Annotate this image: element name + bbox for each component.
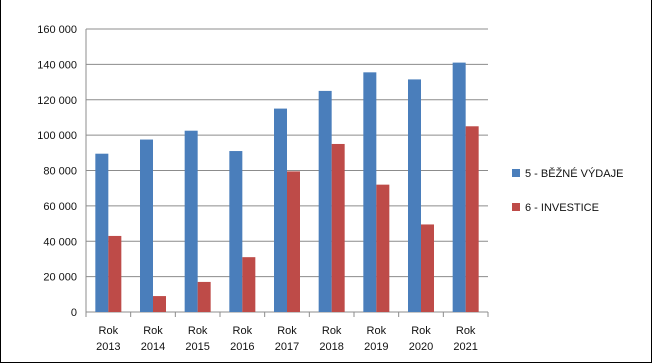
y-tick-label: 140 000 (37, 59, 77, 71)
legend-label-investice: 6 - INVESTICE (525, 202, 599, 214)
legend-swatch-bezne-vydaje (512, 169, 520, 177)
bar-investice (242, 257, 255, 312)
x-tick-label: Rok (367, 325, 387, 337)
y-tick-labels: 0 20 000 40 000 60 000 80 000 100 000 120 000 1… (37, 24, 77, 319)
y-tick-label: 100 000 (37, 130, 77, 142)
bar-investice (332, 144, 345, 312)
bar-bezne-vydaje (274, 109, 287, 312)
x-tick-label-year: 2014 (141, 341, 165, 353)
y-tick-label: 80 000 (43, 166, 77, 178)
bar-investice (108, 236, 121, 312)
x-tick-label-year: 2018 (319, 341, 343, 353)
x-tick-label: Rok (143, 325, 163, 337)
y-tick-label: 60 000 (43, 201, 77, 213)
bar-bezne-vydaje (140, 140, 153, 312)
bar-bezne-vydaje (453, 63, 466, 312)
x-tick-label: Rok (233, 325, 253, 337)
x-tick-labels: Rok 2013 Rok 2014 Rok 2015 Rok 2016 Rok 2017 Rok 20… (96, 325, 478, 353)
bar-investice (421, 224, 434, 312)
bar-investice (287, 171, 300, 312)
bar-bezne-vydaje (408, 79, 421, 312)
bar-investice (198, 282, 211, 312)
bar-bezne-vydaje (229, 151, 242, 312)
y-tick-label: 160 000 (37, 24, 77, 36)
bar-bezne-vydaje (363, 72, 376, 312)
y-tick-label: 120 000 (37, 95, 77, 107)
x-tick-label-year: 2017 (275, 341, 299, 353)
x-tick-label-year: 2016 (230, 341, 254, 353)
x-tick-label: Rok (188, 325, 208, 337)
x-tick-label-year: 2020 (409, 341, 433, 353)
x-tick-label: Rok (456, 325, 476, 337)
bar-investice (376, 185, 389, 312)
legend-swatch-investice (512, 203, 520, 211)
y-tick-label: 40 000 (43, 236, 77, 248)
bar-investice (153, 296, 166, 312)
x-tick-label-year: 2013 (96, 341, 120, 353)
x-tick-label-year: 2015 (185, 341, 209, 353)
bar-bezne-vydaje (185, 131, 198, 312)
legend-label-bezne-vydaje: 5 - BĚŽNÉ VÝDAJE (525, 167, 623, 180)
bar-bezne-vydaje (319, 91, 332, 312)
x-tick-label: Rok (99, 325, 119, 337)
x-tick-label: Rok (277, 325, 297, 337)
x-tick-label-year: 2021 (453, 341, 477, 353)
bar-investice (466, 126, 479, 312)
y-tick-label: 0 (71, 307, 77, 319)
x-tick-label: Rok (411, 325, 431, 337)
x-tick-label: Rok (322, 325, 342, 337)
y-tick-label: 20 000 (43, 272, 77, 284)
legend: 5 - BĚŽNÉ VÝDAJE 6 - INVESTICE (512, 167, 623, 214)
bar-bezne-vydaje (95, 154, 108, 312)
x-tick-label-year: 2019 (364, 341, 388, 353)
